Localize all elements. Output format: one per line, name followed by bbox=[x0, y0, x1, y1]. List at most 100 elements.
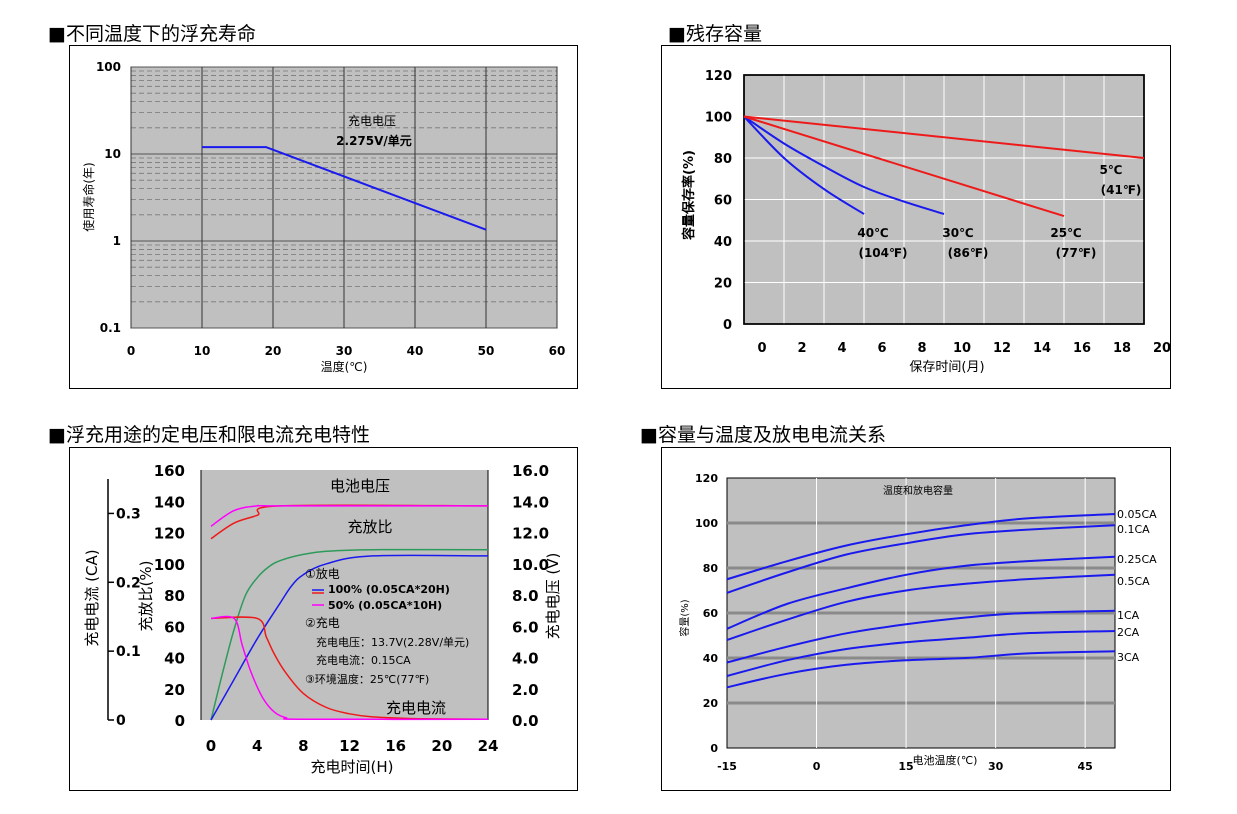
captemp-series-label: 0.5CA bbox=[1117, 575, 1150, 588]
charging-right-tick-label: 10.0 bbox=[512, 556, 549, 574]
heading-charging-characteristics: ■浮充用途的定电压和限电流充电特性 bbox=[48, 424, 370, 446]
captemp-x-tick-label: -15 bbox=[717, 760, 737, 773]
float-life-y-tick-label: 1 bbox=[113, 234, 121, 248]
charging-label-ratio: 充放比 bbox=[347, 518, 392, 536]
float-life-y-tick-label: 10 bbox=[104, 147, 121, 161]
charging-label-current: 充电电流 bbox=[386, 699, 446, 717]
charging-left-tick-label: 80 bbox=[164, 587, 185, 605]
charging-label-voltage: 电池电压 bbox=[330, 477, 390, 495]
float-life-annotation-line2: 2.275V/单元 bbox=[336, 133, 412, 148]
captemp-series-line bbox=[726, 513, 1116, 581]
charging-left-tick-label: 60 bbox=[164, 618, 185, 636]
captemp-y-tick-label: 20 bbox=[703, 697, 719, 710]
charging-left-tick-label: 20 bbox=[164, 681, 185, 699]
charging-right-tick-label: 14.0 bbox=[512, 493, 549, 511]
current-axis-tick-label: 0.3 bbox=[116, 506, 141, 522]
float-life-x-axis-label: 温度(℃) bbox=[321, 359, 368, 374]
residual-x-tick-label: 8 bbox=[917, 341, 926, 356]
residual-y-tick-label: 80 bbox=[714, 152, 732, 167]
charging-x-tick-label: 12 bbox=[339, 737, 360, 755]
captemp-series-line bbox=[726, 524, 1116, 594]
residual-x-tick-label: 10 bbox=[953, 341, 971, 356]
legend-discharge: ①放电 bbox=[305, 566, 340, 581]
charging-left-tick-label: 0 bbox=[175, 712, 185, 730]
charging-ratio-axis-label: 充放比(%) bbox=[137, 561, 155, 632]
charging-x-tick-label: 20 bbox=[431, 737, 452, 755]
heading-capacity-temperature: ■容量与温度及放电电流关系 bbox=[640, 424, 886, 446]
float-life-x-tick-label: 20 bbox=[265, 344, 282, 358]
residual-x-tick-label: 6 bbox=[877, 341, 886, 356]
residual-x-tick-label: 4 bbox=[837, 341, 846, 356]
residual-y-tick-label: 100 bbox=[705, 111, 732, 126]
captemp-y-tick-label: 100 bbox=[695, 517, 718, 530]
captemp-x-axis-label: 电池温度(℃) bbox=[913, 753, 978, 767]
captemp-y-tick-label: 120 bbox=[695, 472, 718, 485]
residual-series-line bbox=[743, 115, 945, 215]
charging-series-line bbox=[210, 616, 489, 720]
captemp-series-line bbox=[726, 650, 1116, 689]
captemp-series-line bbox=[726, 573, 1116, 641]
float-life-x-tick-label: 40 bbox=[407, 344, 424, 358]
float-life-series-line bbox=[202, 146, 487, 231]
residual-plot-border bbox=[743, 74, 1145, 325]
charging-series-line bbox=[210, 615, 489, 721]
captemp-y-tick-label: 40 bbox=[703, 652, 719, 665]
captemp-x-tick-label: 45 bbox=[1077, 760, 1092, 773]
residual-series-label-f: (104℉) bbox=[858, 246, 907, 260]
captemp-series-line bbox=[726, 555, 1116, 630]
captemp-series-label: 2CA bbox=[1117, 626, 1140, 639]
charging-right-tick-label: 16.0 bbox=[512, 462, 549, 480]
residual-y-tick-label: 120 bbox=[705, 69, 732, 84]
residual-series-label: 5℃ bbox=[1100, 163, 1123, 177]
captemp-series-label: 3CA bbox=[1117, 651, 1140, 664]
residual-x-axis-label: 保存时间(月) bbox=[909, 360, 984, 375]
residual-y-tick-label: 20 bbox=[714, 277, 732, 292]
charging-left-tick-label: 140 bbox=[154, 493, 185, 511]
residual-x-tick-label: 20 bbox=[1153, 341, 1171, 356]
charging-x-tick-label: 4 bbox=[252, 737, 262, 755]
legend-discharge-100: 100% (0.05CA*20H) bbox=[328, 583, 450, 596]
charging-left-tick-label: 120 bbox=[154, 525, 185, 543]
residual-y-tick-label: 60 bbox=[714, 194, 732, 209]
residual-y-tick-label: 0 bbox=[723, 318, 732, 333]
charging-series-line bbox=[210, 548, 489, 721]
residual-x-tick-label: 18 bbox=[1113, 341, 1131, 356]
residual-x-tick-label: 0 bbox=[757, 341, 766, 356]
captemp-series-label: 0.05CA bbox=[1117, 508, 1157, 521]
charging-x-tick-label: 16 bbox=[385, 737, 406, 755]
residual-series-label: 40℃ bbox=[857, 226, 888, 240]
residual-x-tick-label: 2 bbox=[797, 341, 806, 356]
residual-y-axis-label: 容量保存率(%) bbox=[681, 150, 697, 241]
float-life-y-tick-label: 0.1 bbox=[100, 321, 121, 335]
captemp-series-label: 1CA bbox=[1117, 609, 1140, 622]
residual-series-label-f: (77℉) bbox=[1056, 246, 1097, 260]
residual-x-tick-label: 14 bbox=[1033, 341, 1051, 356]
legend-temperature: ③环境温度：25℃(77℉) bbox=[305, 672, 429, 686]
float-life-x-tick-label: 30 bbox=[336, 344, 353, 358]
current-axis-tick-label: 0.1 bbox=[116, 644, 141, 660]
charging-right-tick-label: 4.0 bbox=[512, 650, 539, 668]
captemp-title: 温度和放电容量 bbox=[883, 484, 953, 497]
captemp-series-label: 0.1CA bbox=[1117, 523, 1150, 536]
captemp-y-tick-label: 60 bbox=[703, 607, 719, 620]
captemp-x-tick-label: 15 bbox=[898, 760, 913, 773]
charging-right-tick-label: 8.0 bbox=[512, 587, 539, 605]
charging-right-tick-label: 0.0 bbox=[512, 712, 539, 730]
charging-left-tick-label: 40 bbox=[164, 650, 185, 668]
charging-series-line bbox=[210, 504, 488, 527]
captemp-x-tick-label: 30 bbox=[988, 760, 1004, 773]
residual-series-line bbox=[743, 115, 1065, 218]
charging-right-tick-label: 2.0 bbox=[512, 681, 539, 699]
legend-charge-current: 充电电流：0.15CA bbox=[316, 653, 411, 667]
charging-right-tick-label: 12.0 bbox=[512, 525, 549, 543]
float-life-x-tick-label: 0 bbox=[127, 344, 135, 358]
legend-discharge-50: 50% (0.05CA*10H) bbox=[328, 599, 442, 612]
legend-charge: ②充电 bbox=[305, 615, 340, 630]
legend-charge-voltage: 充电电压：13.7V(2.28V/单元) bbox=[316, 635, 469, 649]
captemp-x-tick-label: 0 bbox=[813, 760, 821, 773]
heading-float-life: ■不同温度下的浮充寿命 bbox=[48, 23, 256, 45]
captemp-y-tick-label: 0 bbox=[710, 742, 718, 755]
captemp-y-axis-label: 容量(%) bbox=[678, 599, 691, 636]
charging-series-line bbox=[210, 554, 489, 721]
